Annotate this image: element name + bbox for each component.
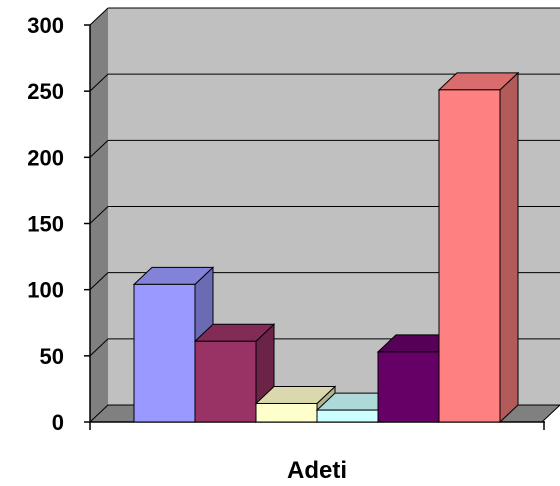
- bar-series-6: [437, 71, 520, 424]
- bar-front: [133, 283, 196, 423]
- gridline-side-100: [89, 272, 109, 291]
- gridline-side-50: [89, 338, 109, 357]
- gridline-side-300: [89, 7, 109, 26]
- y-tick-label: 250: [27, 79, 64, 104]
- y-tick-label: 0: [52, 410, 64, 435]
- bar-series-2: [193, 323, 276, 424]
- y-tick-label: 200: [27, 145, 64, 170]
- bar-front: [255, 402, 318, 423]
- bar-side: [499, 71, 519, 424]
- y-tick-label: 100: [27, 278, 64, 303]
- gridline-side-150: [89, 206, 109, 224]
- bar-front: [438, 89, 501, 423]
- y-axis-ticks: 0 50 100 150 200 250 300: [27, 13, 90, 435]
- bar-front: [194, 340, 257, 423]
- bar-front: [377, 351, 440, 423]
- x-axis-label: Adeti: [287, 457, 347, 484]
- y-tick-label: 50: [40, 344, 64, 369]
- gridline-side-200: [89, 139, 109, 158]
- bar-front: [316, 409, 379, 423]
- y-tick-label: 150: [27, 212, 64, 237]
- bars: [132, 71, 520, 424]
- gridline-side-250: [89, 73, 109, 92]
- y-tick-label: 300: [27, 13, 64, 38]
